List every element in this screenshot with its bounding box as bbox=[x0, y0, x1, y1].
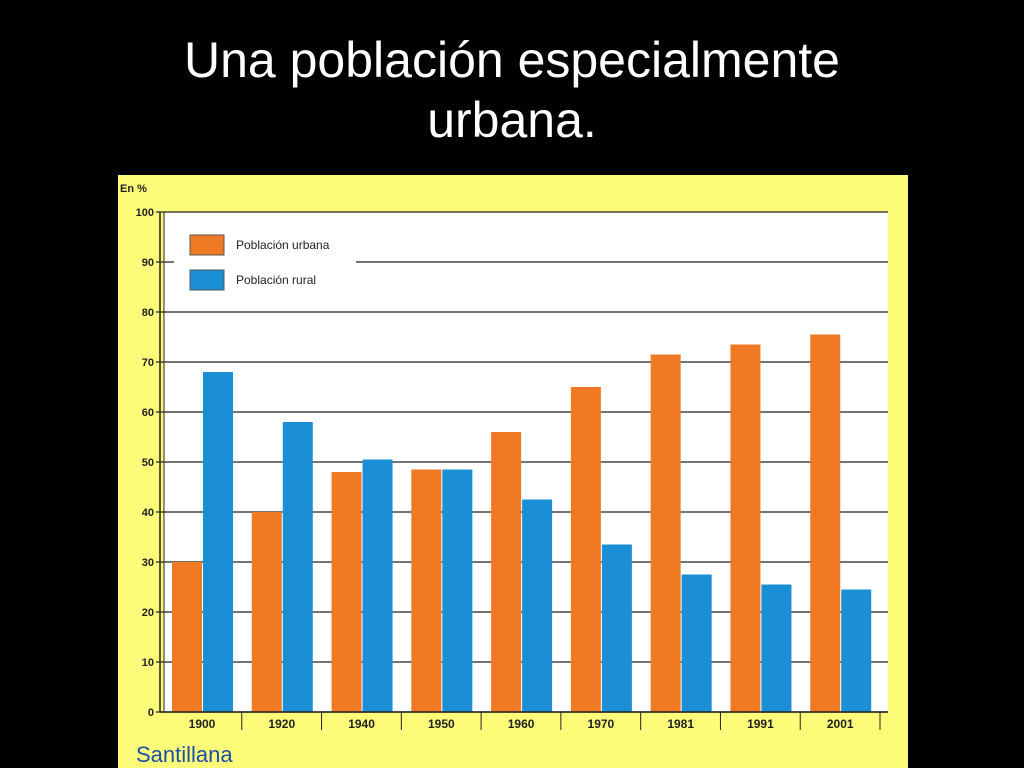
bar-rural-1940 bbox=[362, 459, 393, 712]
y-axis: 0 10 20 30 40 50 60 70 80 90 100 bbox=[136, 207, 165, 719]
bar-rural-1991 bbox=[761, 584, 792, 712]
x-tick-label-1991: 1991 bbox=[747, 717, 774, 731]
legend-swatch-rural bbox=[189, 269, 225, 291]
chart-panel: 0 10 20 30 40 50 60 70 80 90 100 1900 1920 1940 1950 1… bbox=[118, 175, 908, 768]
bar-rural-1981 bbox=[681, 574, 712, 712]
source-label: Santillana bbox=[136, 742, 233, 767]
bar-urban-1940 bbox=[331, 472, 362, 712]
y-tick-label-90: 90 bbox=[142, 257, 154, 269]
bar-rural-1970 bbox=[601, 544, 632, 712]
x-tick-label-1981: 1981 bbox=[667, 717, 694, 731]
bar-urban-2001 bbox=[810, 334, 841, 712]
slide-title: Una población especialmente urbana. bbox=[0, 30, 1024, 150]
x-axis: 1900 1920 1940 1950 1960 1970 1981 1991 2001 bbox=[160, 711, 888, 731]
legend-swatch-urban bbox=[189, 234, 225, 256]
bar-urban-1970 bbox=[570, 387, 601, 712]
bar-urban-1960 bbox=[491, 432, 522, 712]
y-tick-label-40: 40 bbox=[142, 507, 154, 519]
y-tick-label-50: 50 bbox=[142, 457, 154, 469]
y-tick-label-80: 80 bbox=[142, 307, 154, 319]
y-tick-label-0: 0 bbox=[148, 707, 154, 719]
x-tick-label-1940: 1940 bbox=[348, 717, 375, 731]
y-tick-label-60: 60 bbox=[142, 407, 154, 419]
y-axis-unit-label: En % bbox=[120, 183, 147, 195]
y-tick-label-100: 100 bbox=[136, 207, 154, 219]
slide-title-line-1: Una población especialmente bbox=[184, 32, 840, 88]
bar-rural-1950 bbox=[442, 469, 473, 712]
legend: Población urbana Población rural bbox=[174, 221, 356, 301]
bar-rural-1960 bbox=[522, 499, 553, 712]
bar-rural-1900 bbox=[203, 372, 233, 712]
x-tick-label-1960: 1960 bbox=[508, 717, 535, 731]
bar-rural-2001 bbox=[841, 589, 872, 712]
x-tick-label-1970: 1970 bbox=[588, 717, 615, 731]
y-tick-label-70: 70 bbox=[142, 357, 154, 369]
bar-rural-1920 bbox=[282, 422, 313, 712]
bar-urban-1991 bbox=[730, 344, 761, 712]
bar-urban-1900 bbox=[172, 562, 202, 712]
bar-urban-1981 bbox=[650, 354, 681, 712]
bar-urban-1950 bbox=[411, 469, 442, 712]
x-tick-label-2001: 2001 bbox=[827, 717, 854, 731]
y-tick-label-10: 10 bbox=[142, 657, 154, 669]
y-tick-label-20: 20 bbox=[142, 607, 154, 619]
x-tick-label-1900: 1900 bbox=[189, 717, 216, 731]
x-tick-label-1920: 1920 bbox=[268, 717, 295, 731]
x-tick-label-1950: 1950 bbox=[428, 717, 455, 731]
bars bbox=[172, 334, 872, 712]
slide-title-line-2: urbana. bbox=[427, 92, 597, 148]
legend-label-urban: Población urbana bbox=[236, 238, 330, 252]
bar-urban-1920 bbox=[251, 512, 282, 712]
legend-label-rural: Población rural bbox=[236, 273, 316, 287]
y-tick-label-30: 30 bbox=[142, 557, 154, 569]
